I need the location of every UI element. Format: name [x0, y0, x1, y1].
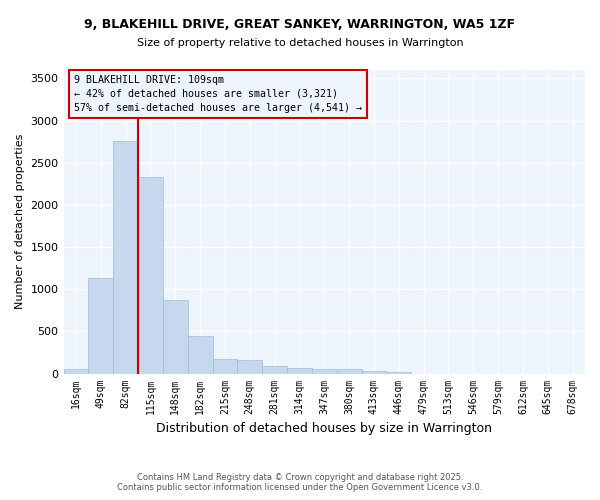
Bar [212, 359, 238, 374]
Bar [88, 278, 113, 374]
Text: 9 BLAKEHILL DRIVE: 109sqm
← 42% of detached houses are smaller (3,321)
57% of se: 9 BLAKEHILL DRIVE: 109sqm ← 42% of detac… [74, 74, 362, 112]
Text: Size of property relative to detached houses in Warrington: Size of property relative to detached ho… [137, 38, 463, 48]
Bar [163, 300, 188, 374]
Bar [262, 366, 287, 374]
Y-axis label: Number of detached properties: Number of detached properties [15, 134, 25, 310]
Bar [312, 370, 337, 374]
X-axis label: Distribution of detached houses by size in Warrington: Distribution of detached houses by size … [156, 422, 492, 435]
Bar [64, 370, 88, 374]
Text: Contains HM Land Registry data © Crown copyright and database right 2025.
Contai: Contains HM Land Registry data © Crown c… [118, 473, 482, 492]
Bar [386, 372, 411, 374]
Bar [113, 141, 138, 374]
Bar [238, 360, 262, 374]
Bar [362, 371, 386, 374]
Bar [287, 368, 312, 374]
Bar [337, 370, 362, 374]
Bar [138, 177, 163, 374]
Bar [188, 336, 212, 374]
Text: 9, BLAKEHILL DRIVE, GREAT SANKEY, WARRINGTON, WA5 1ZF: 9, BLAKEHILL DRIVE, GREAT SANKEY, WARRIN… [85, 18, 515, 30]
